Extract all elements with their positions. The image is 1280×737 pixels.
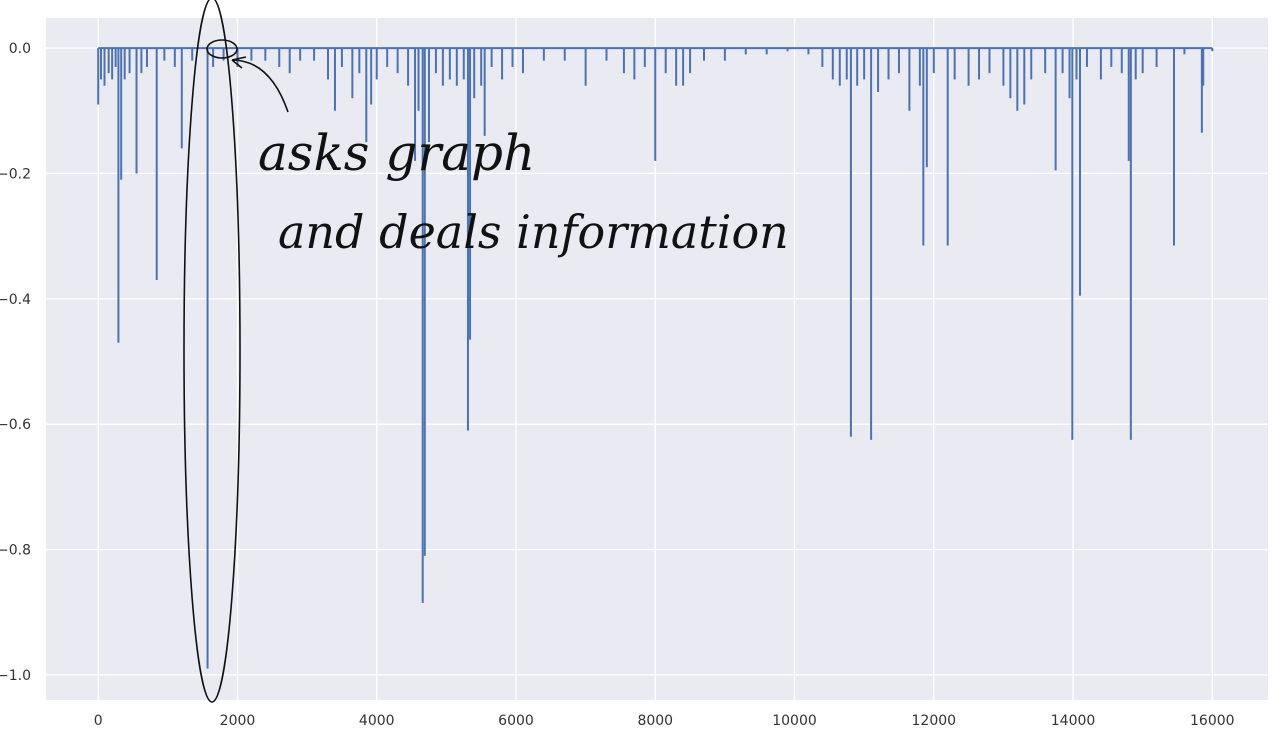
y-axis-ticks: 0.0 −0.2 −0.4 −0.6 −0.8 −1.0 [0,41,31,684]
annotation-text-line2: and deals information [278,205,789,259]
y-tick-label: −0.8 [0,543,31,559]
series-line [97,47,1214,669]
annotation-arrow [231,59,289,113]
handwritten-annotation: asks graph and deals information [183,0,789,703]
x-tick-label: 4000 [359,713,395,729]
x-tick-label: 10000 [772,713,817,729]
x-tick-label: 0 [94,713,103,729]
annotation-text-line1: asks graph [258,124,535,182]
annotation-ellipse [183,0,241,703]
plot-background [46,18,1268,700]
y-tick-label: −1.0 [0,668,31,684]
y-tick-label: −0.6 [0,417,31,433]
x-tick-label: 2000 [220,713,256,729]
y-tick-label: 0.0 [9,41,31,57]
annotation-small-circle [206,39,238,59]
x-tick-label: 12000 [912,713,957,729]
x-tick-label: 6000 [498,713,534,729]
x-tick-label: 8000 [637,713,673,729]
y-tick-label: −0.2 [0,166,31,182]
annotation-arrowhead [231,56,247,69]
x-tick-label: 16000 [1190,713,1235,729]
y-tick-label: −0.4 [0,292,31,308]
x-tick-label: 14000 [1051,713,1096,729]
x-axis-ticks: 0 2000 4000 6000 8000 10000 12000 14000 16000 [94,713,1235,729]
